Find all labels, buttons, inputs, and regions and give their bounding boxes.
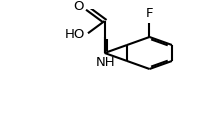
Text: NH: NH [96,56,116,69]
Text: HO: HO [64,28,85,41]
Text: O: O [74,0,84,13]
Text: F: F [146,7,153,20]
